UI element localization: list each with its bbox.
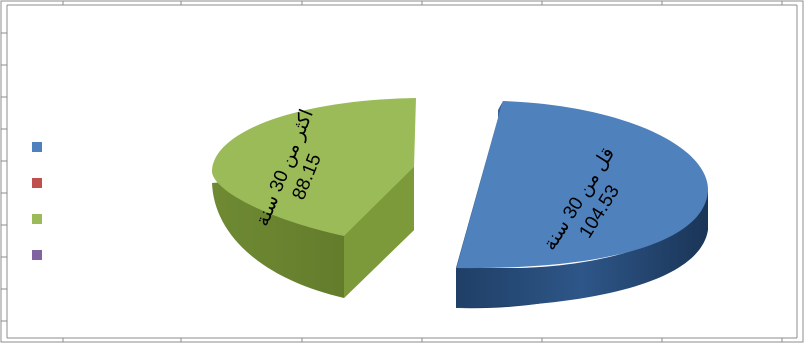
pie-slice-over-30 [211, 98, 416, 298]
legend-marker-4 [32, 250, 42, 260]
legend [32, 142, 42, 260]
frame-ticks [1, 1, 783, 342]
pie-slice-under-30 [456, 101, 708, 309]
slice-under-30-outer-side [456, 190, 708, 308]
legend-marker-3 [32, 214, 42, 224]
slice-under-30-top [456, 101, 708, 269]
legend-marker-1 [32, 142, 42, 152]
legend-marker-2 [32, 178, 42, 188]
slice-over-30-inner-face [344, 167, 414, 298]
slice-over-30-top [211, 98, 416, 236]
